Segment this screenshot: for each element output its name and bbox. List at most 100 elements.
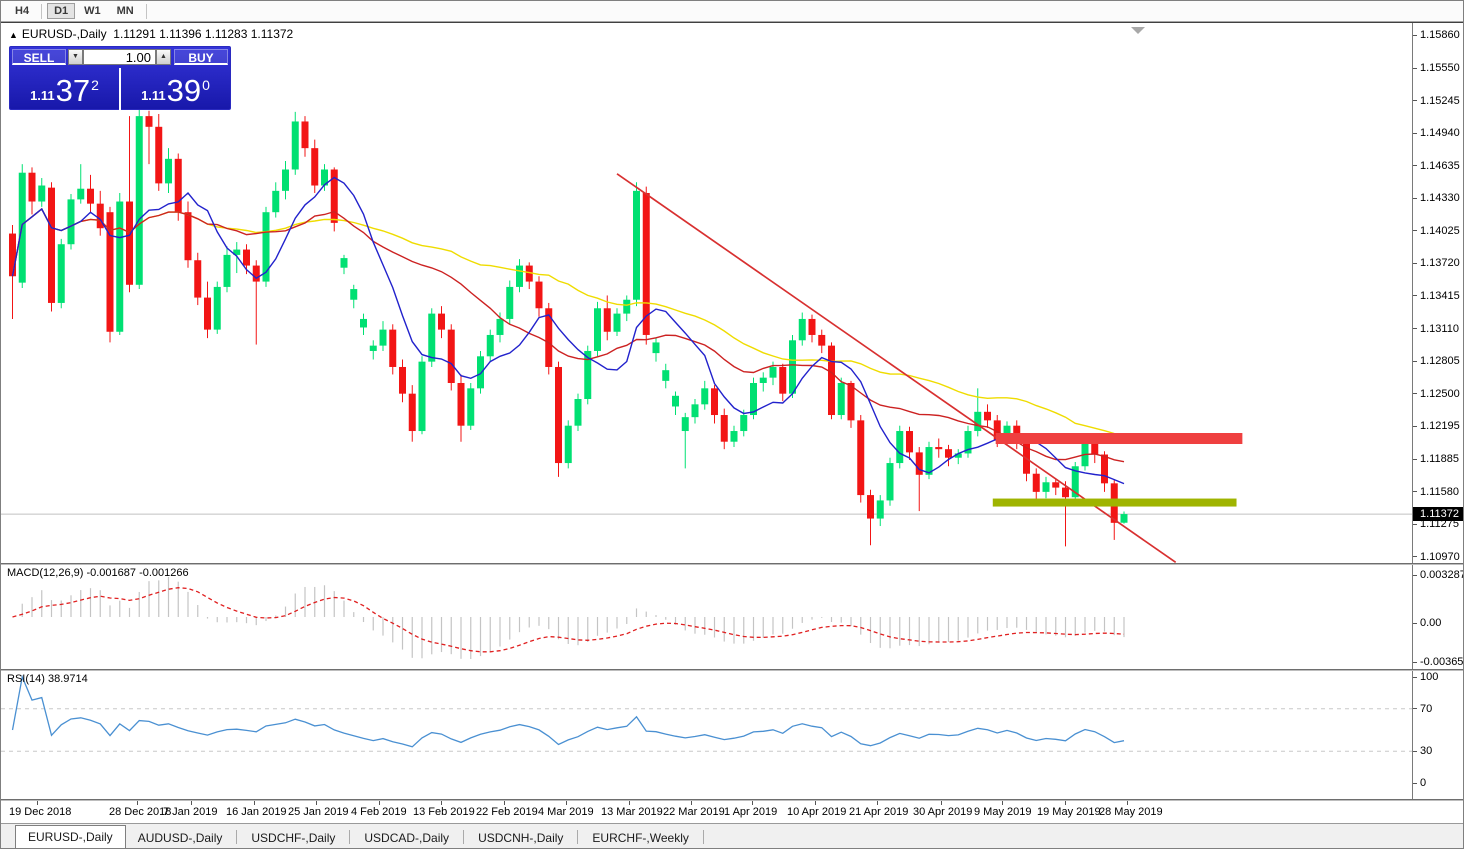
time-axis-tick xyxy=(137,801,138,805)
time-axis-tick xyxy=(815,801,816,805)
rsi-scale-label: 100 xyxy=(1413,671,1438,683)
price-scale-label: 1.12805 xyxy=(1413,355,1460,367)
volume-input[interactable] xyxy=(83,49,156,65)
macd-scale-label: 0.003287 xyxy=(1413,569,1463,581)
time-axis-label: 1 Apr 2019 xyxy=(724,806,778,818)
time-axis-tick xyxy=(691,801,692,805)
time-axis-tick xyxy=(877,801,878,805)
macd-label: MACD(12,26,9) -0.001687 -0.001266 xyxy=(7,567,189,579)
timeframe-button-w1[interactable]: W1 xyxy=(77,3,108,19)
chart-title: ▲ EURUSD-,Daily 1.11291 1.11396 1.11283 1… xyxy=(9,27,293,41)
chevron-up-icon: ▲ xyxy=(160,53,167,60)
price-scale-label: 1.11885 xyxy=(1413,453,1459,465)
chart-tab-bar: EURUSD-,Daily AUDUSD-,Daily USDCHF-,Daily U… xyxy=(1,823,1463,848)
buy-price-small: 1.11 xyxy=(141,88,166,103)
macd-scale-label: -0.003659 xyxy=(1413,656,1463,668)
time-axis-label: 13 Feb 2019 xyxy=(413,806,475,818)
time-axis-label: 7 Jan 2019 xyxy=(163,806,218,818)
timeframe-button-h4[interactable]: H4 xyxy=(8,3,36,19)
price-scale-label: 1.14330 xyxy=(1413,192,1460,204)
sell-price-sup: 2 xyxy=(91,77,99,93)
time-axis-label: 13 Mar 2019 xyxy=(601,806,663,818)
sell-price-small: 1.11 xyxy=(30,88,55,103)
time-axis-tick xyxy=(1127,801,1128,805)
chart-tab-eurusd-daily[interactable]: EURUSD-,Daily xyxy=(15,825,126,848)
price-scale-label: 1.13415 xyxy=(1413,290,1460,302)
time-axis-tick xyxy=(1065,801,1066,805)
time-axis-label: 16 Jan 2019 xyxy=(226,806,287,818)
time-axis-tick xyxy=(941,801,942,805)
time-axis-tick xyxy=(37,801,38,805)
chart-tab-eurchf-weekly[interactable]: EURCHF-,Weekly xyxy=(592,831,689,845)
price-scale-label: 1.15550 xyxy=(1413,62,1460,74)
chart-tab-usdchf-daily[interactable]: USDCHF-,Daily xyxy=(251,831,336,845)
toolbar-separator xyxy=(145,3,147,19)
price-scale-label: 1.10970 xyxy=(1413,551,1460,563)
rsi-scale-label: 0 xyxy=(1413,777,1426,789)
time-axis-label: 4 Mar 2019 xyxy=(538,806,594,818)
price-scale-label: 1.12195 xyxy=(1413,420,1460,432)
time-axis-label: 4 Feb 2019 xyxy=(351,806,407,818)
rsi-scale-label: 70 xyxy=(1413,703,1432,715)
chart-tab-usdcad-daily[interactable]: USDCAD-,Daily xyxy=(364,831,450,845)
rsi-scale-label: 30 xyxy=(1413,745,1432,757)
price-scale-label: 1.15860 xyxy=(1413,29,1460,41)
chart-symbol-label: EURUSD-,Daily xyxy=(21,27,107,41)
price-chart-panel: ▲ EURUSD-,Daily 1.11291 1.11396 1.11283 1… xyxy=(1,22,1463,563)
chart-tab-audusd-daily[interactable]: AUDUSD-,Daily xyxy=(137,831,223,845)
buy-price-sup: 0 xyxy=(202,77,210,93)
sell-price[interactable]: 1.11 37 2 xyxy=(10,68,119,110)
price-chart-canvas[interactable] xyxy=(1,23,1412,563)
timeframe-button-d1[interactable]: D1 xyxy=(47,3,76,19)
panel-splitter[interactable] xyxy=(1,563,1463,565)
time-axis-tick xyxy=(1002,801,1003,805)
sell-price-big: 37 xyxy=(55,73,91,108)
macd-canvas[interactable] xyxy=(1,565,1412,669)
time-axis-tick xyxy=(441,801,442,805)
time-axis-label: 28 May 2019 xyxy=(1099,806,1163,818)
timeframe-button-mn[interactable]: MN xyxy=(110,3,141,19)
time-axis-label: 28 Dec 2018 xyxy=(109,806,172,818)
time-axis-tick xyxy=(316,801,317,805)
collapse-panel-icon[interactable]: ▲ xyxy=(9,30,18,40)
buy-price-big: 39 xyxy=(166,73,202,108)
volume-increase-button[interactable]: ▲ xyxy=(156,49,171,65)
macd-plot-area[interactable]: MACD(12,26,9) -0.001687 -0.001266 xyxy=(1,565,1412,669)
panel-splitter[interactable] xyxy=(1,669,1463,671)
price-divider xyxy=(119,68,121,110)
price-scale-label: 1.15245 xyxy=(1413,95,1460,107)
time-axis-tick xyxy=(191,801,192,805)
price-scale[interactable]: 1.15860 1.15550 1.15245 1.14940 1.14635 1.143… xyxy=(1412,23,1463,563)
volume-decrease-button[interactable]: ▼ xyxy=(68,49,83,65)
rsi-label: RSI(14) 38.9714 xyxy=(7,673,88,685)
chart-tab-usdcnh-daily[interactable]: USDCNH-,Daily xyxy=(478,831,564,845)
time-axis-tick xyxy=(254,801,255,805)
one-click-trading-panel: SELL ▼ ▲ BUY 1.11 37 2 1.11 39 xyxy=(9,46,231,110)
tab-separator xyxy=(463,830,465,844)
macd-scale[interactable]: 0.003287 0.00 -0.003659 xyxy=(1412,565,1463,669)
chart-shift-marker[interactable] xyxy=(1131,27,1145,34)
sell-button[interactable]: SELL xyxy=(12,49,66,65)
price-plot-area[interactable]: ▲ EURUSD-,Daily 1.11291 1.11396 1.11283 1… xyxy=(1,23,1412,563)
price-scale-label: 1.11275 xyxy=(1413,518,1459,530)
buy-price[interactable]: 1.11 39 0 xyxy=(121,68,230,110)
time-axis-tick xyxy=(504,801,505,805)
time-axis-tick xyxy=(752,801,753,805)
time-axis-label: 19 May 2019 xyxy=(1037,806,1101,818)
current-price-badge: 1.11372 xyxy=(1413,507,1463,522)
rsi-plot-area[interactable]: RSI(14) 38.9714 xyxy=(1,671,1412,799)
buy-button[interactable]: BUY xyxy=(174,49,228,65)
chevron-down-icon: ▼ xyxy=(72,53,79,60)
rsi-panel: RSI(14) 38.9714 100 70 30 0 xyxy=(1,671,1463,799)
rsi-scale[interactable]: 100 70 30 0 xyxy=(1412,671,1463,799)
price-scale-label: 1.12500 xyxy=(1413,388,1460,400)
rsi-canvas[interactable] xyxy=(1,671,1412,799)
price-scale-label: 1.13720 xyxy=(1413,257,1460,269)
time-axis-tick xyxy=(566,801,567,805)
time-axis-label: 21 Apr 2019 xyxy=(849,806,909,818)
panel-splitter[interactable] xyxy=(1,799,1463,801)
macd-scale-label: 0.00 xyxy=(1413,617,1441,629)
time-axis[interactable]: 19 Dec 2018 28 Dec 2018 7 Jan 2019 16 Jan 2… xyxy=(1,801,1463,823)
price-scale-label: 1.14025 xyxy=(1413,225,1460,237)
